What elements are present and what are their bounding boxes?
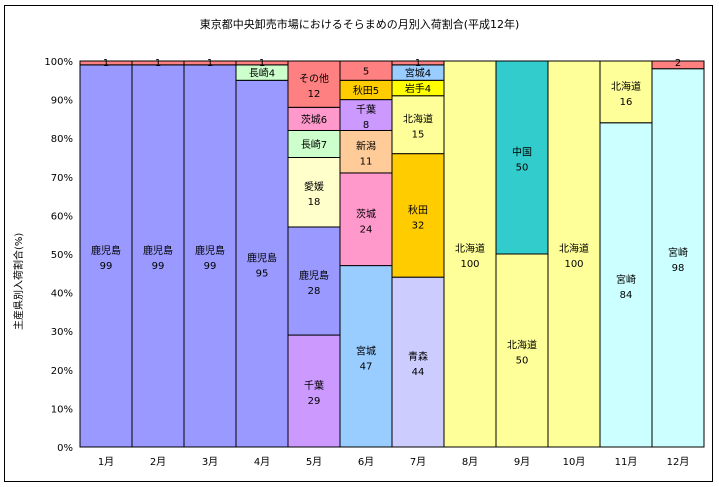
bar-segment bbox=[79, 64, 133, 448]
data-label: 1 bbox=[103, 58, 109, 69]
data-label-value: 15 bbox=[412, 130, 425, 141]
y-tick-label: 20% bbox=[51, 366, 73, 377]
data-label-value: 100 bbox=[564, 259, 583, 270]
data-label-name: 鹿児島 bbox=[247, 252, 277, 265]
data-label: 1 bbox=[207, 58, 213, 69]
data-label: 1 bbox=[259, 58, 265, 69]
x-tick-label: 2月 bbox=[150, 456, 166, 468]
data-label-name: 新潟 bbox=[356, 140, 376, 153]
data-label-name: 北海道 bbox=[455, 242, 485, 255]
x-tick-label: 4月 bbox=[254, 456, 270, 468]
data-label-name: 鹿児島 bbox=[91, 244, 121, 257]
x-tick-label: 6月 bbox=[358, 456, 374, 468]
bar-segment bbox=[495, 253, 549, 448]
x-tick-label: 12月 bbox=[667, 456, 690, 468]
data-label-name: 北海道 bbox=[507, 339, 537, 352]
y-tick-label: 100% bbox=[44, 57, 73, 68]
data-label-value: 95 bbox=[256, 269, 269, 280]
data-label-name: 茨城 bbox=[356, 207, 376, 220]
data-label-name: 北海道 bbox=[403, 113, 433, 126]
data-label-value: 100 bbox=[460, 259, 479, 270]
data-label-value: 44 bbox=[412, 367, 425, 378]
data-label-name: 千葉 bbox=[356, 103, 376, 116]
x-tick-label: 8月 bbox=[462, 456, 478, 468]
data-label: 2 bbox=[675, 58, 681, 69]
data-label: 岩手4 bbox=[405, 82, 431, 95]
data-label-value: 16 bbox=[620, 97, 633, 108]
data-label: 茨城6 bbox=[301, 113, 327, 126]
bar-segment bbox=[339, 99, 393, 131]
data-label-name: 北海道 bbox=[611, 80, 641, 93]
y-tick-label: 0% bbox=[57, 443, 73, 454]
x-tick-label: 1月 bbox=[98, 456, 114, 468]
y-tick-label: 90% bbox=[51, 96, 73, 107]
data-label-value: 99 bbox=[100, 261, 113, 272]
x-tick-label: 5月 bbox=[306, 456, 322, 468]
data-label: 宮城4 bbox=[405, 67, 431, 80]
data-label-name: 北海道 bbox=[559, 242, 589, 255]
data-label-name: 宮城 bbox=[356, 344, 376, 357]
data-label-name: 秋田 bbox=[408, 203, 428, 216]
data-label-value: 32 bbox=[412, 220, 425, 231]
x-tick-label: 3月 bbox=[202, 456, 218, 468]
bar-segment bbox=[495, 60, 549, 255]
y-tick-label: 30% bbox=[51, 327, 73, 338]
x-tick-label: 9月 bbox=[514, 456, 530, 468]
data-label: 長崎7 bbox=[301, 138, 327, 151]
data-label-value: 8 bbox=[363, 120, 369, 131]
y-tick-label: 60% bbox=[51, 211, 73, 222]
y-tick-label: 40% bbox=[51, 289, 73, 300]
bar-segment bbox=[339, 129, 393, 174]
bar-segment bbox=[287, 226, 341, 336]
chart-frame bbox=[4, 5, 713, 482]
data-label-name: 鹿児島 bbox=[195, 244, 225, 257]
data-label-value: 47 bbox=[360, 361, 373, 372]
y-tick-label: 50% bbox=[51, 250, 73, 261]
data-label-value: 98 bbox=[672, 263, 685, 274]
bar-segment bbox=[287, 60, 341, 108]
data-label-value: 12 bbox=[308, 89, 321, 100]
y-tick-label: 10% bbox=[51, 404, 73, 415]
bar-segment bbox=[651, 68, 705, 448]
data-label-value: 29 bbox=[308, 396, 321, 407]
y-tick-label: 70% bbox=[51, 173, 73, 184]
x-tick-label: 11月 bbox=[615, 456, 638, 468]
data-label: 1 bbox=[415, 58, 421, 69]
data-label-name: 青森 bbox=[408, 350, 428, 363]
bar-segment bbox=[651, 60, 705, 70]
data-label-value: 28 bbox=[308, 286, 321, 297]
data-label: 秋田5 bbox=[353, 84, 379, 97]
x-tick-label: 10月 bbox=[563, 456, 586, 468]
data-label-name: 愛媛 bbox=[304, 180, 324, 193]
data-label: 1 bbox=[155, 58, 161, 69]
data-label-value: 99 bbox=[152, 261, 165, 272]
data-label-value: 11 bbox=[360, 157, 373, 168]
x-tick-label: 7月 bbox=[410, 456, 426, 468]
data-label-name: 鹿児島 bbox=[143, 244, 173, 257]
data-label: 5 bbox=[363, 67, 369, 78]
bar-segment bbox=[287, 334, 341, 448]
data-label-name: 鹿児島 bbox=[299, 269, 329, 282]
chart-title: 東京都中央卸売市場におけるそらまめの月別入荷割合(平成12年) bbox=[199, 18, 520, 31]
bar-segment bbox=[443, 60, 497, 448]
y-tick-label: 80% bbox=[51, 134, 73, 145]
data-label-value: 18 bbox=[308, 197, 321, 208]
data-label-value: 50 bbox=[516, 163, 529, 174]
data-label-name: 千葉 bbox=[304, 379, 324, 392]
data-label-value: 84 bbox=[620, 290, 633, 301]
data-label-value: 24 bbox=[360, 224, 373, 235]
data-label-value: 99 bbox=[204, 261, 217, 272]
bar-segment bbox=[183, 64, 237, 448]
bar-segment bbox=[287, 157, 341, 228]
data-label-name: その他 bbox=[299, 72, 329, 85]
data-label-name: 宮崎 bbox=[616, 273, 636, 286]
bar-segment bbox=[599, 60, 653, 124]
data-label: 長崎4 bbox=[249, 67, 275, 80]
data-label-name: 宮崎 bbox=[668, 246, 688, 259]
data-label-value: 50 bbox=[516, 356, 529, 367]
data-label-name: 中国 bbox=[512, 146, 532, 159]
bar-segment bbox=[287, 129, 341, 158]
